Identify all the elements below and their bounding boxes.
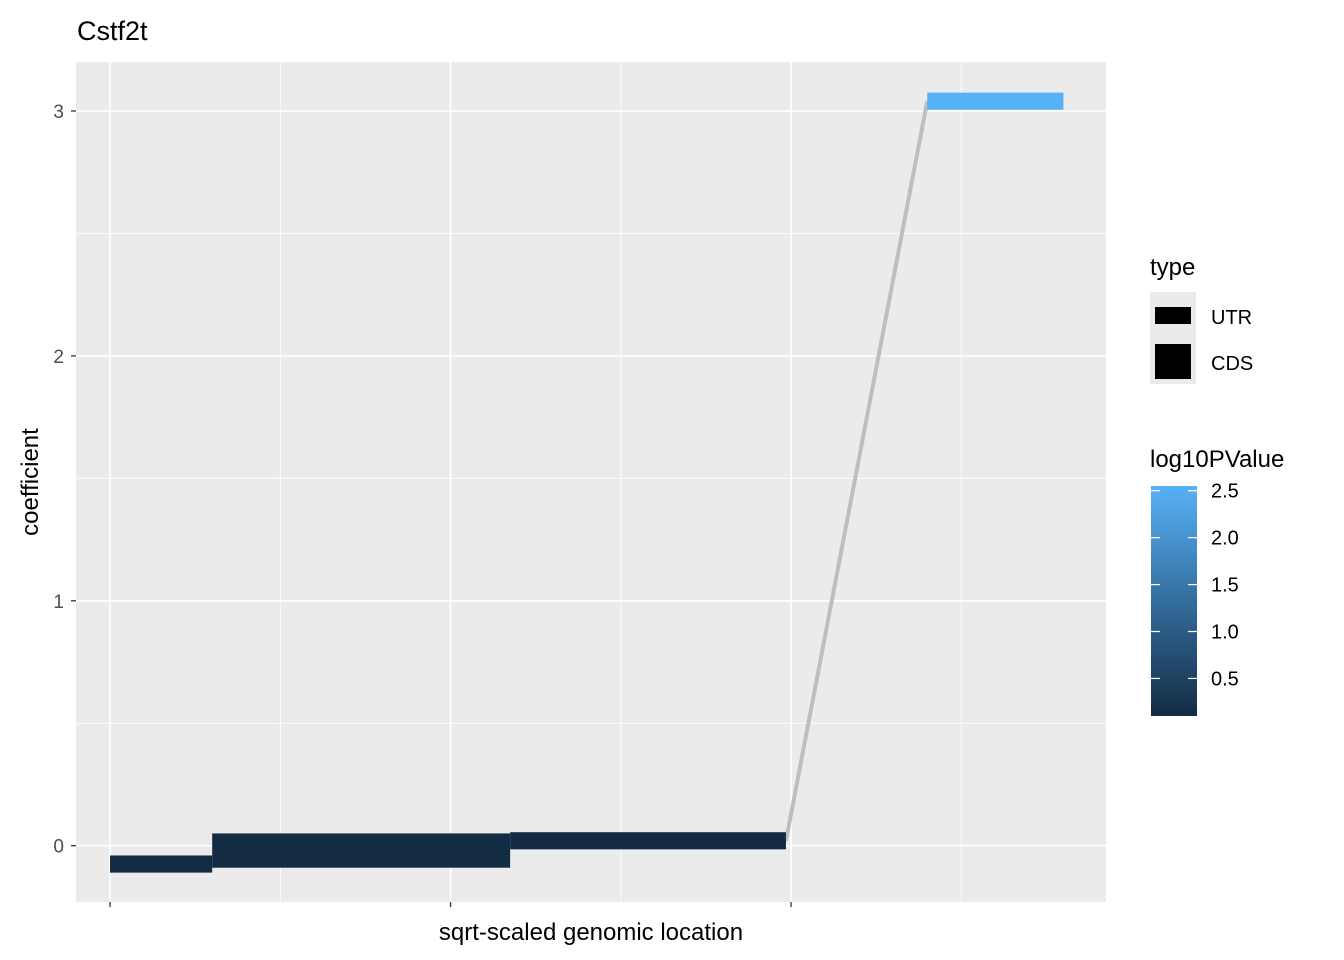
segment-utr-3 bbox=[927, 92, 1064, 110]
legend-type-title: type bbox=[1150, 254, 1195, 281]
x-axis bbox=[109, 902, 792, 907]
plot-panel bbox=[76, 62, 1106, 902]
colorbar-tick-label: 1.0 bbox=[1211, 622, 1239, 644]
grid-lines bbox=[76, 62, 1106, 902]
colorbar-tick-label: 2.5 bbox=[1211, 481, 1239, 503]
legend-color: log10PValue 0.5 1.0 1.5 2.0 2.5 bbox=[1150, 446, 1284, 716]
colorbar-tick-label: 2.0 bbox=[1211, 528, 1239, 550]
legend-color-title: log10PValue bbox=[1150, 446, 1284, 473]
legend-type: type UTR CDS bbox=[1150, 254, 1253, 384]
y-axis-label: coefficient bbox=[17, 428, 44, 536]
colorbar bbox=[1151, 486, 1197, 716]
y-tick-label: 0 bbox=[53, 837, 64, 858]
segment-utr-0 bbox=[110, 855, 213, 873]
segment-cds-1 bbox=[212, 833, 511, 868]
legend-label-utr: UTR bbox=[1211, 307, 1252, 329]
colorbar-tick-label: 1.5 bbox=[1211, 575, 1239, 597]
data-marks bbox=[110, 92, 1064, 873]
segment-utr-2 bbox=[510, 832, 786, 850]
colorbar-tick-label: 0.5 bbox=[1211, 668, 1239, 690]
y-tick-label: 3 bbox=[53, 102, 64, 123]
legend-label-cds: CDS bbox=[1211, 353, 1253, 375]
legend-key-cds bbox=[1155, 344, 1191, 379]
chart-title: Cstf2t bbox=[77, 16, 148, 46]
y-tick-label: 2 bbox=[53, 347, 64, 368]
x-axis-label: sqrt-scaled genomic location bbox=[439, 919, 743, 946]
colorbar-ticks: 0.5 1.0 1.5 2.0 2.5 bbox=[1151, 481, 1239, 690]
y-axis: 0 1 2 3 bbox=[53, 102, 76, 858]
y-tick-label: 1 bbox=[53, 592, 64, 613]
legend-key-utr bbox=[1155, 307, 1191, 324]
connector-line bbox=[783, 100, 930, 842]
